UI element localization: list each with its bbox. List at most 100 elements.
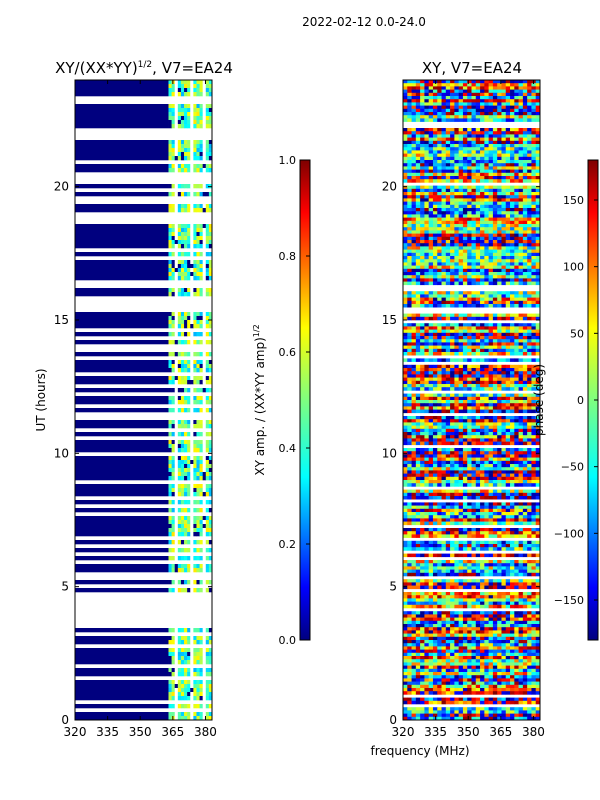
phase-cell xyxy=(411,326,417,330)
amp-cell xyxy=(177,548,182,553)
phase-cell xyxy=(518,220,524,225)
phase-cell xyxy=(475,384,481,388)
amp-cell xyxy=(174,484,179,489)
phase-cell xyxy=(484,332,489,337)
phase-cell xyxy=(492,297,498,302)
phase-cell xyxy=(411,374,417,378)
phase-cell xyxy=(441,380,447,385)
amp-cell xyxy=(196,668,200,673)
amp-cell xyxy=(177,528,182,533)
phase-cell xyxy=(432,326,438,330)
amp-cell xyxy=(180,312,185,317)
phase-cell xyxy=(514,128,519,132)
phase-title: XY, V7=EA24 xyxy=(422,59,522,77)
phase-cell xyxy=(522,352,528,356)
phase-cell xyxy=(514,208,519,212)
phase-cell xyxy=(488,150,494,154)
phase-cell xyxy=(441,448,447,452)
phase-cell xyxy=(488,294,494,298)
phase-cell xyxy=(450,147,455,151)
phase-cell xyxy=(492,419,498,423)
amp-cell xyxy=(196,684,200,689)
amp-cell xyxy=(196,716,200,721)
phase-cell xyxy=(488,368,494,372)
phase-cell xyxy=(505,179,511,183)
phase-cell xyxy=(445,92,451,97)
phase-cell xyxy=(420,300,425,305)
phase-cell xyxy=(480,323,485,327)
phase-cell xyxy=(497,332,502,337)
amp-cell xyxy=(190,408,194,413)
amp-cell xyxy=(184,204,188,209)
phase-cell xyxy=(450,281,455,286)
phase-cell xyxy=(445,144,451,148)
phase-cell xyxy=(501,137,507,142)
phase-cell xyxy=(527,140,532,145)
amp-cell xyxy=(171,268,176,273)
phase-cell xyxy=(403,80,408,84)
phase-cell xyxy=(432,387,438,391)
amp-cell-flagged xyxy=(75,568,169,573)
phase-cell xyxy=(475,105,481,110)
phase-cell xyxy=(467,377,472,382)
phase-cell xyxy=(475,297,481,302)
phase-cell xyxy=(480,403,485,407)
amp-cell xyxy=(171,316,176,321)
phase-cell xyxy=(407,332,412,337)
phase-cell xyxy=(522,86,528,90)
amp-cell xyxy=(174,184,179,189)
phase-cell xyxy=(424,211,429,215)
amp-cell xyxy=(199,716,203,721)
amp-cell xyxy=(187,652,191,657)
amp-cell xyxy=(177,380,182,385)
phase-cell xyxy=(420,441,425,446)
amp-cell xyxy=(177,492,182,497)
amp-cell xyxy=(168,640,172,645)
phase-cell xyxy=(510,217,515,222)
amp-cell xyxy=(190,696,194,701)
phase-cell xyxy=(441,134,447,138)
phase-cell xyxy=(480,89,485,94)
phase-cell xyxy=(424,396,429,401)
amp-cell xyxy=(180,108,185,113)
phase-cell xyxy=(492,428,498,433)
phase-cell xyxy=(535,438,541,442)
phase-cell xyxy=(527,118,532,122)
phase-cell xyxy=(522,332,528,337)
phase-cell xyxy=(492,336,498,340)
amp-cell xyxy=(187,636,191,641)
amp-cell-flagged xyxy=(75,152,169,157)
phase-cell xyxy=(462,441,468,446)
phase-cell xyxy=(484,419,489,423)
amp-cell xyxy=(187,524,191,529)
amp-cell xyxy=(177,184,182,189)
amp-cell-flagged xyxy=(75,224,169,229)
phase-cell xyxy=(445,371,451,375)
amp-cell xyxy=(184,112,188,117)
phase-cell xyxy=(475,83,481,87)
amp-cell xyxy=(208,692,213,697)
amp-cell xyxy=(187,252,191,257)
amp-cell xyxy=(208,656,213,661)
phase-cell xyxy=(497,272,502,276)
phase-cell xyxy=(522,134,528,138)
phase-cell xyxy=(492,131,498,135)
phase-cell xyxy=(488,208,494,212)
phase-cell xyxy=(432,115,438,119)
phase-cell xyxy=(428,304,434,308)
phase-cell xyxy=(450,265,455,270)
amp-cell xyxy=(205,376,210,381)
phase-cell xyxy=(407,425,412,430)
amp-cell xyxy=(193,104,197,109)
phase-cell xyxy=(514,352,519,356)
phase-cell xyxy=(480,83,485,87)
phase-cell xyxy=(450,105,455,110)
amp-cell xyxy=(174,148,179,153)
phase-cell xyxy=(407,105,412,110)
amp-cell xyxy=(171,88,176,93)
phase-cell xyxy=(407,329,412,334)
amp-cell xyxy=(196,420,200,425)
phase-cell xyxy=(488,262,494,266)
amp-cell xyxy=(205,152,210,157)
amp-cell xyxy=(187,260,191,265)
